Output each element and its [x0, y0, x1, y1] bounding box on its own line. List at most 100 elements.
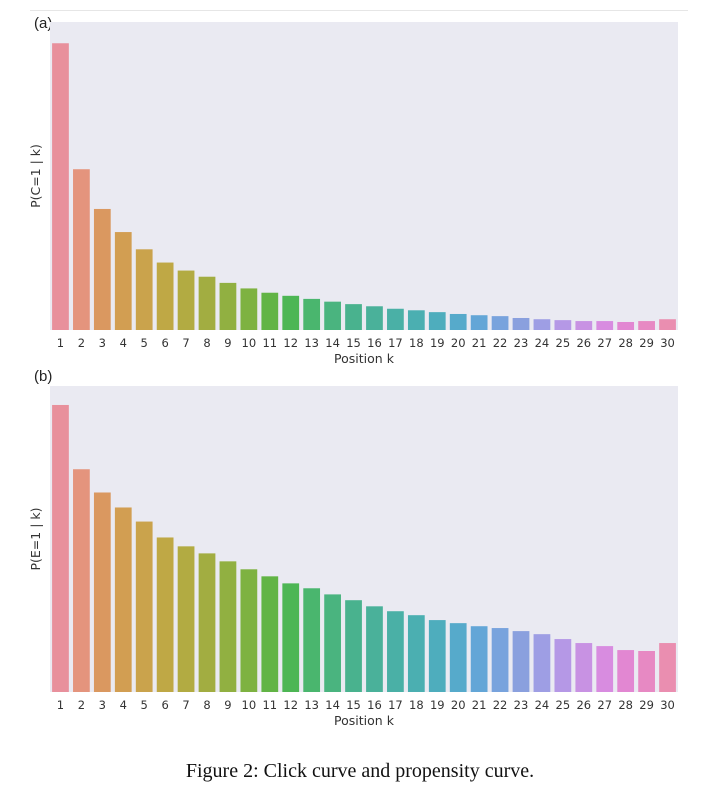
bar-position-4: [114, 232, 132, 330]
bar-position-19: [428, 312, 446, 330]
bar-position-20: [449, 313, 467, 330]
x-tick-label: 14: [325, 336, 340, 350]
x-tick-label: 16: [367, 336, 382, 350]
bar-position-9: [219, 282, 237, 330]
bar-position-26: [575, 321, 593, 330]
bar-position-13: [303, 298, 321, 330]
bar-position-2: [73, 469, 90, 692]
bar-position-6: [156, 537, 174, 692]
x-tick-label: 16: [367, 698, 382, 712]
bar-position-11: [261, 292, 279, 330]
bar-position-28: [617, 321, 635, 330]
bar-position-5: [135, 521, 153, 692]
bar-position-1: [52, 404, 69, 692]
x-tick-label: 13: [304, 698, 319, 712]
x-tick-label: 23: [514, 698, 529, 712]
bar-position-12: [282, 583, 300, 692]
y-axis-label: P(E=1 | k): [28, 507, 43, 570]
bar-position-27: [596, 646, 614, 692]
bar-position-17: [387, 308, 404, 330]
bar-position-18: [407, 310, 425, 330]
x-axis-label: Position k: [334, 713, 395, 728]
x-tick-label: 11: [262, 698, 277, 712]
x-tick-label: 27: [597, 698, 612, 712]
x-tick-label: 30: [660, 336, 675, 350]
bar-position-8: [198, 276, 216, 330]
x-tick-label: 15: [346, 336, 361, 350]
bar-position-16: [366, 606, 383, 692]
x-tick-label: 10: [242, 336, 257, 350]
bar-position-30: [659, 643, 676, 692]
click-curve-chart: 1 2 3 4 5 6 7 8 9 10 11 12 13 14 15 16 17 18 19 20 21 22 23 24 2…: [28, 22, 678, 366]
bar-position-14: [324, 301, 341, 330]
bar-position-19: [428, 620, 446, 692]
x-tick-label: 24: [535, 698, 550, 712]
bar-position-20: [449, 623, 467, 692]
x-tick-label: 19: [430, 336, 445, 350]
bar-position-17: [387, 611, 404, 692]
bar-position-2: [73, 169, 90, 330]
x-tick-label: 20: [451, 336, 466, 350]
bar-position-29: [638, 651, 655, 692]
x-tick-label: 2: [78, 336, 85, 350]
x-tick-label: 3: [99, 698, 106, 712]
bar-position-23: [512, 317, 530, 330]
x-tick-label: 24: [535, 336, 550, 350]
x-tick-label: 28: [618, 336, 633, 350]
x-tick-label: 17: [388, 336, 403, 350]
bar-position-3: [93, 208, 111, 330]
x-tick-label: 8: [203, 698, 210, 712]
x-tick-label: 30: [660, 698, 675, 712]
x-tick-label: 8: [203, 336, 210, 350]
propensity-curve-chart: 1 2 3 4 5 6 7 8 9 10 11 12 13 14 15 16 17 18 19 20 21 22 23 24 2…: [28, 386, 678, 728]
bar-position-5: [135, 249, 153, 330]
x-tick-label: 22: [493, 698, 508, 712]
x-tick-label: 22: [493, 336, 508, 350]
bar-position-28: [617, 650, 635, 692]
x-tick-label: 15: [346, 698, 361, 712]
x-tick-label: 23: [514, 336, 529, 350]
x-tick-label: 14: [325, 698, 340, 712]
bar-position-3: [93, 492, 111, 692]
top-divider: [30, 10, 688, 11]
bar-position-24: [533, 319, 551, 330]
x-tick-label: 18: [409, 336, 424, 350]
x-tick-label: 1: [57, 336, 64, 350]
bar-position-25: [554, 639, 572, 692]
bar-position-22: [491, 316, 509, 330]
bar-position-21: [470, 315, 488, 330]
x-tick-label: 19: [430, 698, 445, 712]
bar-position-7: [177, 546, 195, 692]
panel-label-b: (b): [34, 368, 53, 385]
bar-position-25: [554, 320, 572, 330]
x-tick-label: 13: [304, 336, 319, 350]
bar-position-9: [219, 561, 237, 692]
x-tick-label: 2: [78, 698, 85, 712]
x-tick-label: 21: [472, 698, 487, 712]
bar-position-21: [470, 626, 488, 692]
x-tick-label: 4: [120, 336, 127, 350]
x-tick-label: 28: [618, 698, 633, 712]
bar-position-26: [575, 643, 593, 692]
y-axis-label: P(C=1 | k): [28, 144, 43, 208]
plot-area: [50, 22, 678, 330]
x-tick-label: 5: [141, 698, 148, 712]
x-tick-label: 10: [242, 698, 257, 712]
bar-position-14: [324, 594, 341, 692]
bar-position-8: [198, 553, 216, 692]
x-tick-label: 6: [161, 336, 168, 350]
x-tick-label: 11: [262, 336, 277, 350]
bar-position-29: [638, 321, 655, 330]
bar-position-10: [240, 569, 258, 692]
bar-position-6: [156, 262, 174, 330]
x-tick-label: 4: [120, 698, 127, 712]
x-tick-label: 25: [556, 698, 571, 712]
bar-position-30: [659, 319, 676, 330]
bar-position-4: [114, 507, 132, 692]
bar-position-1: [52, 43, 69, 330]
x-tick-label: 26: [576, 698, 591, 712]
x-tick-label: 27: [597, 336, 612, 350]
x-tick-label: 29: [639, 698, 654, 712]
x-tick-label: 9: [224, 698, 231, 712]
bar-position-24: [533, 634, 551, 692]
